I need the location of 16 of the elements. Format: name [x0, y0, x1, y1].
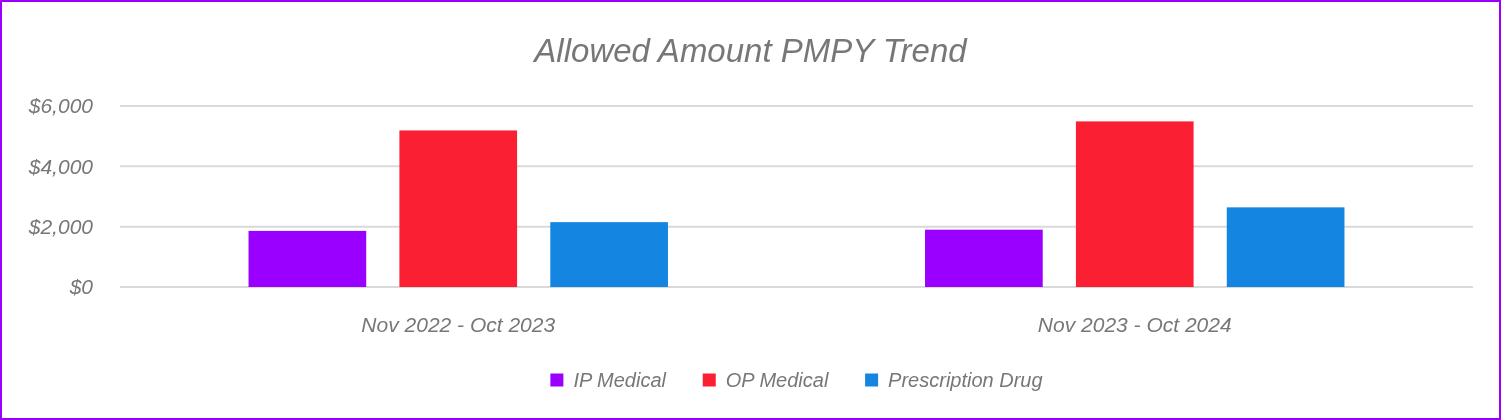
bar [1075, 121, 1194, 287]
y-tick-label: $4,000 [27, 154, 94, 178]
bar [399, 130, 518, 287]
chart-title: Allowed Amount PMPY Trend [532, 32, 969, 69]
legend-label: IP Medical [573, 369, 667, 391]
y-tick-label: $0 [68, 275, 94, 299]
bar [925, 229, 1043, 287]
legend-label: OP Medical [725, 369, 829, 391]
y-tick-label: $6,000 [27, 94, 94, 118]
x-tick-label: Nov 2023 - Oct 2024 [1037, 313, 1232, 336]
x-tick-label: Nov 2022 - Oct 2023 [361, 313, 556, 336]
y-tick-label: $2,000 [27, 215, 94, 239]
bar [550, 222, 668, 287]
bar [248, 230, 367, 287]
legend-label: Prescription Drug [888, 369, 1043, 391]
bar [1226, 207, 1345, 287]
